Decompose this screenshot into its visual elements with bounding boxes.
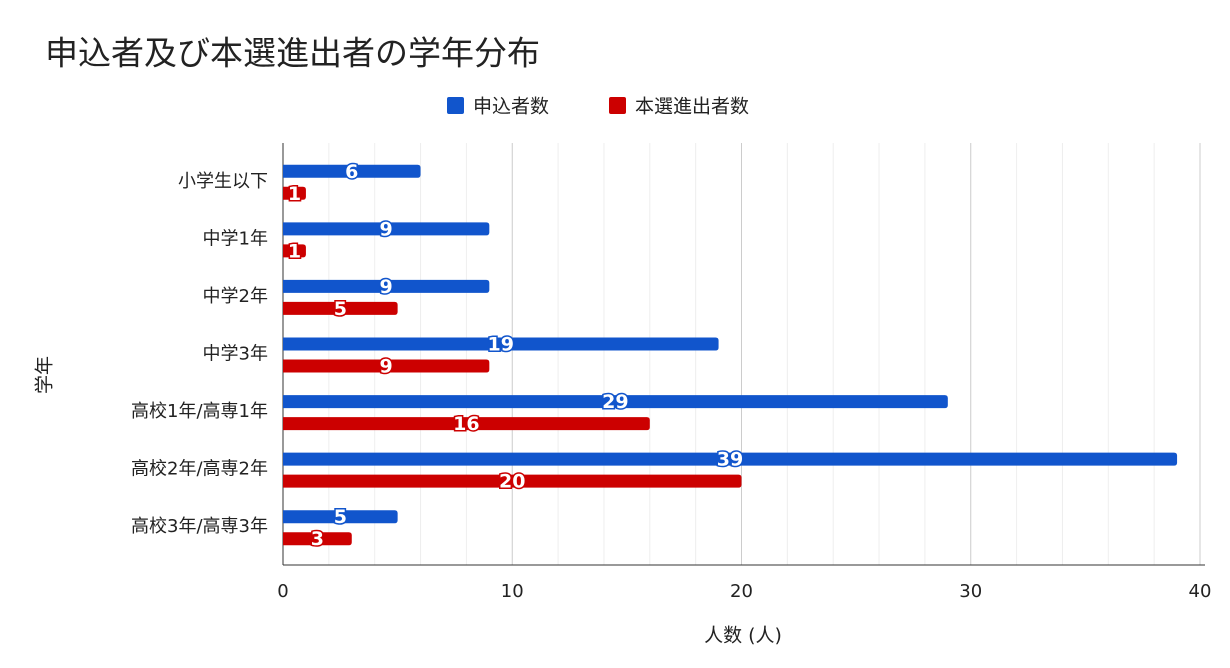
value-label: 5 (334, 298, 347, 320)
bar (283, 222, 490, 236)
bar (283, 452, 1178, 466)
bar (283, 359, 490, 373)
legend-label: 申込者数 (473, 96, 549, 118)
bar (283, 395, 948, 409)
y-tick-label: 高校2年/高専2年 (131, 459, 268, 480)
bar (283, 244, 306, 258)
value-label: 19 (488, 334, 514, 356)
value-label: 9 (380, 276, 393, 298)
legend-label: 本選進出者数 (635, 96, 749, 118)
value-label: 5 (334, 506, 347, 528)
bar (283, 337, 719, 351)
y-tick-label: 小学生以下 (178, 171, 268, 192)
bar (283, 186, 306, 200)
bar (283, 301, 398, 315)
legend-swatch (447, 97, 464, 114)
value-label: 9 (380, 356, 393, 378)
y-axis-title: 学年 (34, 356, 56, 394)
x-axis-title: 人数 (人) (704, 625, 782, 647)
bar (283, 532, 352, 546)
x-tick-label: 40 (1189, 581, 1212, 602)
bar (283, 417, 650, 431)
value-label: 1 (288, 183, 301, 205)
y-tick-label: 中学3年 (203, 344, 268, 365)
bar (283, 510, 398, 524)
x-tick-label: 0 (277, 581, 288, 602)
value-label: 29 (602, 391, 628, 413)
bar (283, 474, 742, 488)
y-tick-label: 中学2年 (203, 286, 268, 307)
y-tick-label: 中学1年 (203, 228, 268, 249)
y-tick-label: 高校1年/高専1年 (131, 401, 268, 422)
x-tick-label: 10 (501, 581, 524, 602)
value-label: 20 (499, 471, 525, 493)
value-label: 9 (380, 218, 393, 240)
bar (283, 279, 490, 293)
value-label: 6 (345, 161, 358, 183)
value-label: 1 (288, 240, 301, 262)
x-tick-label: 20 (730, 581, 753, 602)
value-label: 3 (311, 528, 324, 550)
legend-swatch (609, 97, 626, 114)
chart-title: 申込者及び本選進出者の学年分布 (45, 34, 540, 73)
bar (283, 164, 421, 178)
x-tick-label: 30 (959, 581, 982, 602)
value-label: 16 (453, 413, 479, 435)
y-tick-label: 高校3年/高専3年 (131, 516, 268, 537)
value-label: 39 (717, 449, 743, 471)
